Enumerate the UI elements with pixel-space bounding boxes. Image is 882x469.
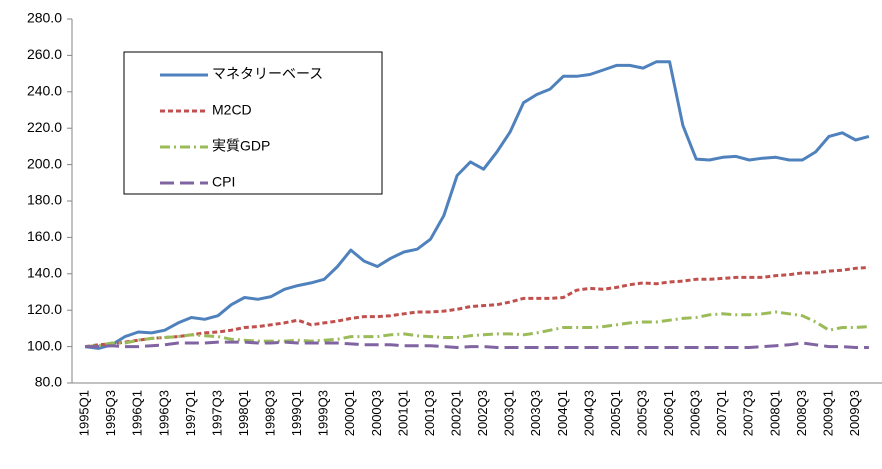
x-tick-label: 2000Q3 xyxy=(369,390,384,436)
x-tick-label: 2002Q1 xyxy=(449,390,464,436)
x-tick-label: 1997Q3 xyxy=(209,390,224,436)
x-tick-label: 2003Q1 xyxy=(502,390,517,436)
x-tick-label: 2007Q1 xyxy=(714,390,729,436)
x-tick-label: 1995Q3 xyxy=(103,390,118,436)
y-tick-label: 260.0 xyxy=(27,46,62,62)
x-tick-label: 1998Q1 xyxy=(236,390,251,436)
y-tick-label: 180.0 xyxy=(27,192,62,208)
x-tick-label: 1998Q3 xyxy=(263,390,278,436)
x-tick-label: 1999Q1 xyxy=(289,390,304,436)
x-tick-label: 2001Q1 xyxy=(395,390,410,436)
legend-label: CPI xyxy=(212,174,235,190)
y-tick-label: 140.0 xyxy=(27,265,62,281)
x-tick-label: 2005Q1 xyxy=(608,390,623,436)
y-tick-label: 100.0 xyxy=(27,337,62,353)
x-tick-label: 2006Q3 xyxy=(688,390,703,436)
y-tick-label: 200.0 xyxy=(27,155,62,171)
x-tick-label: 1996Q1 xyxy=(130,390,145,436)
y-tick-label: 120.0 xyxy=(27,301,62,317)
x-tick-label: 2004Q1 xyxy=(555,390,570,436)
y-tick-label: 280.0 xyxy=(27,10,62,26)
x-tick-label: 2007Q3 xyxy=(741,390,756,436)
x-tick-label: 1995Q1 xyxy=(77,390,92,436)
legend-label: 実質GDP xyxy=(212,138,270,154)
x-tick-label: 2008Q3 xyxy=(794,390,809,436)
x-tick-label: 2005Q3 xyxy=(634,390,649,436)
x-tick-label: 1996Q3 xyxy=(156,390,171,436)
series-line xyxy=(84,60,870,350)
series-line xyxy=(84,310,870,349)
x-tick-label: 1997Q1 xyxy=(183,390,198,436)
y-tick-label: 220.0 xyxy=(27,119,62,135)
x-tick-label: 2003Q3 xyxy=(528,390,543,436)
series-line xyxy=(85,340,869,349)
y-tick-label: 80.0 xyxy=(35,374,62,390)
x-tick-label: 2002Q3 xyxy=(475,390,490,436)
series-line xyxy=(84,265,870,349)
legend-label: M2CD xyxy=(212,102,252,118)
x-tick-label: 2001Q3 xyxy=(422,390,437,436)
x-tick-label: 2000Q1 xyxy=(342,390,357,436)
y-tick-label: 160.0 xyxy=(27,228,62,244)
legend-label: マネタリーベース xyxy=(212,66,323,82)
x-tick-label: 2009Q3 xyxy=(847,390,862,436)
x-tick-label: 2006Q1 xyxy=(661,390,676,436)
y-tick-label: 240.0 xyxy=(27,83,62,99)
x-tick-label: 2008Q1 xyxy=(767,390,782,436)
x-tick-label: 2009Q1 xyxy=(820,390,835,436)
x-tick-label: 2004Q3 xyxy=(581,390,596,436)
x-tick-label: 1999Q3 xyxy=(316,390,331,436)
